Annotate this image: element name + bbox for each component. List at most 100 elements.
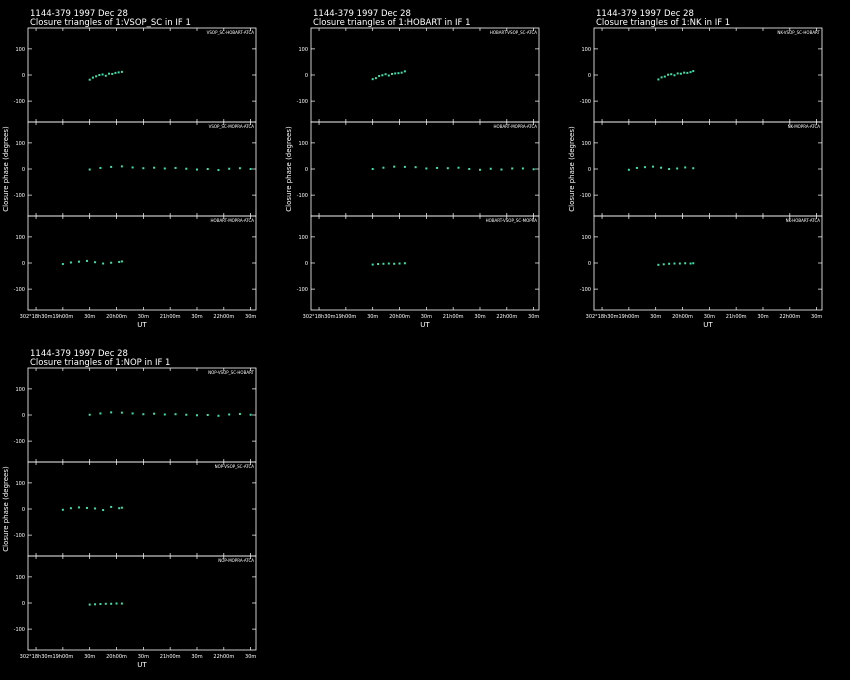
y-tick-label: 0 — [22, 261, 25, 267]
panel-label: HOBART-MOPRA-ATCA — [494, 124, 538, 129]
y-axis-label: Closure phase (degrees) — [2, 126, 10, 212]
y-tick-label: 100 — [15, 235, 25, 241]
panel-label: NOP-VSOP_SC-HOBART — [208, 370, 254, 375]
data-point — [110, 165, 113, 168]
x-tick-label: 302°18h30m — [303, 314, 336, 320]
data-point — [414, 166, 417, 169]
data-point — [489, 167, 492, 170]
data-point — [663, 75, 666, 78]
data-point — [153, 166, 156, 169]
panel-label: HOBART-MOPRA-ATCA — [211, 218, 255, 223]
x-axis-label: UT — [137, 661, 147, 669]
y-tick-label: 100 — [581, 141, 591, 147]
data-point — [206, 414, 209, 416]
y-tick-label: 0 — [305, 73, 308, 79]
data-point — [382, 166, 385, 169]
data-point — [689, 71, 692, 74]
y-tick-label: 100 — [15, 141, 25, 147]
data-point — [667, 73, 670, 76]
panel-label: NK-MOPRA-ATCA — [788, 124, 821, 129]
data-point — [185, 413, 188, 416]
data-point — [118, 507, 121, 510]
y-tick-label: 100 — [15, 47, 25, 53]
chart-subtitle: Closure triangles of 1:VSOP_SC in IF 1 — [30, 18, 191, 28]
data-point — [111, 72, 114, 75]
x-tick-label: 19h00m — [618, 314, 639, 320]
x-tick-label: 19h00m — [52, 314, 73, 320]
data-point — [660, 166, 663, 169]
y-tick-label: -100 — [297, 99, 308, 105]
data-point — [104, 74, 107, 77]
x-tick-label: 302°18h30m — [586, 314, 619, 320]
data-point — [98, 74, 101, 76]
x-tick-label: 21h00m — [160, 314, 181, 320]
data-point — [120, 602, 123, 605]
y-tick-label: 0 — [588, 73, 591, 79]
data-point — [114, 71, 117, 74]
data-point — [532, 168, 535, 171]
y-tick-label: 0 — [22, 507, 25, 513]
data-point — [153, 412, 156, 415]
data-point — [86, 259, 89, 262]
y-tick-label: -100 — [580, 193, 591, 199]
data-point — [117, 71, 120, 74]
data-point — [163, 413, 166, 416]
panel-label: HOBART-VSOP_SC-ATCA — [490, 30, 537, 35]
data-point — [371, 168, 374, 170]
data-point — [673, 74, 676, 77]
data-point — [643, 166, 646, 169]
chart-title: 1144-379 1997 Dec 28 — [30, 349, 128, 359]
y-tick-label: 100 — [15, 575, 25, 581]
data-point — [110, 505, 113, 508]
data-point — [378, 75, 381, 78]
data-point — [425, 167, 428, 170]
data-point — [110, 602, 113, 605]
x-tick-label: 30m — [245, 314, 256, 320]
data-point — [381, 74, 384, 77]
data-point — [131, 166, 134, 169]
data-point — [108, 72, 111, 75]
x-tick-label: 20h00m — [672, 314, 693, 320]
data-point — [115, 602, 118, 605]
data-point — [478, 168, 481, 171]
data-point — [660, 76, 663, 79]
x-tick-label: 22h00m — [213, 654, 234, 660]
data-point — [668, 168, 671, 170]
data-point — [131, 412, 134, 415]
x-tick-label: 302°18h30m — [20, 654, 53, 660]
data-point — [673, 262, 676, 265]
data-point — [446, 167, 449, 170]
x-tick-label: 21h00m — [160, 654, 181, 660]
data-point — [99, 166, 102, 169]
x-tick-label: 21h00m — [443, 314, 464, 320]
y-tick-label: 0 — [22, 601, 25, 607]
y-axis-label: Closure phase (degrees) — [285, 126, 293, 212]
y-tick-label: 100 — [298, 141, 308, 147]
data-point — [382, 262, 385, 265]
data-point — [163, 167, 166, 170]
y-tick-label: 100 — [298, 235, 308, 241]
y-tick-label: 0 — [588, 167, 591, 173]
data-point — [371, 263, 374, 266]
y-tick-label: -100 — [580, 287, 591, 293]
x-tick-label: 22h00m — [213, 314, 234, 320]
chart-subtitle: Closure triangles of 1:NOP in IF 1 — [30, 358, 170, 368]
x-tick-label: 20h00m — [106, 314, 127, 320]
y-tick-label: -100 — [14, 193, 25, 199]
y-tick-label: -100 — [14, 627, 25, 633]
y-tick-label: -100 — [14, 439, 25, 445]
data-point — [195, 414, 198, 417]
data-point — [686, 71, 689, 74]
data-point — [142, 413, 145, 416]
data-point — [206, 168, 209, 170]
data-point — [521, 167, 524, 170]
data-point — [377, 263, 380, 266]
data-point — [101, 73, 104, 76]
data-point — [391, 72, 394, 75]
data-point — [397, 72, 400, 75]
data-point — [104, 602, 107, 605]
data-point — [120, 165, 123, 168]
data-point — [676, 72, 679, 75]
